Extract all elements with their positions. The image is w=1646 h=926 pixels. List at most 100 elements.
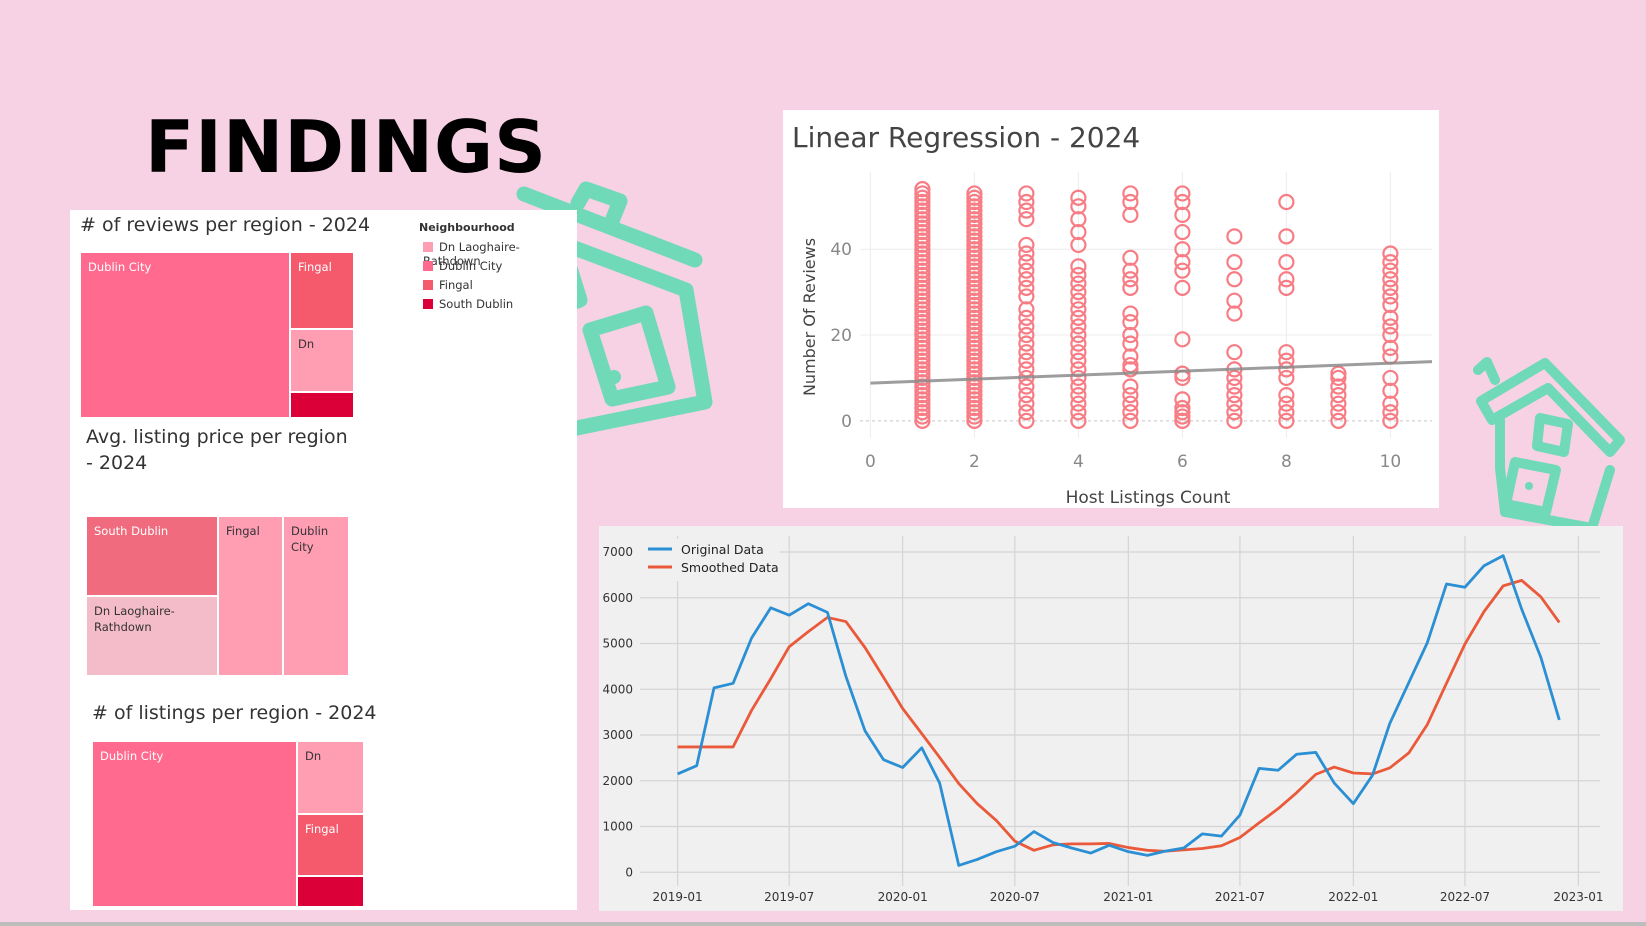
y-tick-label: 40 [830,240,852,260]
scatter-point [1070,386,1087,404]
x-tick-label: 2022-01 [1328,890,1378,904]
scatter-point [1174,185,1191,202]
scatter-point [966,361,983,378]
x-tick-label: 2019-07 [764,890,814,904]
scatter-point [1122,386,1139,404]
legend-swatch [423,280,433,290]
scatter-point [914,198,931,215]
x-tick-label: 10 [1380,452,1402,472]
scatter-point [1174,365,1191,382]
scatter-point [1226,412,1243,429]
scatter-point [1174,408,1191,425]
scatter-point [966,301,983,318]
bottom-border [0,922,1646,926]
legend-item[interactable]: Dn Laoghaire-Rathdown [423,240,577,268]
scatter-point [1018,412,1035,429]
scatter-point [1278,386,1295,404]
treemap-cell-dublin-city[interactable]: Dublin City [283,516,349,676]
scatter-point [1278,361,1295,378]
scatter-point [914,215,931,232]
treemap-cell-south-dublin[interactable] [290,392,354,418]
scatter-point [1070,223,1087,241]
scatter-point [966,228,983,245]
scatter-point [914,395,931,412]
scatter-point [914,189,931,206]
scatter-point [1122,185,1139,202]
scatter-point [914,275,931,292]
scatter-point [966,262,983,279]
scatter-point [966,249,983,266]
legend-item[interactable]: Fingal [423,278,473,292]
scatter-point [1122,348,1139,365]
scatter-point [1330,404,1347,421]
treemap-cell-south-dublin[interactable] [297,876,364,907]
scatter-point [1382,262,1399,279]
scatter-point [1226,378,1243,395]
scatter-point [1330,412,1347,429]
scatter-point [1122,412,1139,429]
y-tick-label: 2000 [602,774,633,788]
treemap-cell-south-dublin[interactable]: South Dublin [86,516,218,596]
scatter-point [1122,335,1139,352]
listings-treemap-title: # of listings per region - 2024 [92,702,377,724]
legend-label: Smoothed Data [681,560,779,575]
scatter-point [1018,326,1035,344]
scatter-point [1122,262,1139,279]
scatter-point [914,404,931,421]
scatter-point [1018,309,1035,326]
scatter-point [914,318,931,335]
scatter-point [966,305,983,322]
treemap-cell-dublin-city[interactable]: Dublin City [80,252,290,418]
scatter-point [1070,275,1087,292]
treemap-cell-fingal[interactable]: Fingal [218,516,283,676]
series-line [677,554,1561,867]
regression-panel [783,110,1439,508]
scatter-point [914,386,931,404]
scatter-point [1070,318,1087,335]
treemap-cell-dublin-city[interactable]: Dublin City [92,741,297,907]
scatter-point [1174,223,1191,241]
scatter-point [914,223,931,241]
scatter-point [1122,279,1139,296]
scatter-point [914,344,931,361]
scatter-point [1018,253,1035,271]
scatter-point [966,399,983,417]
scatter-point [1226,228,1243,245]
scatter-point [1174,262,1191,279]
legend-label: South Dublin [439,297,514,311]
legend-item[interactable]: South Dublin [423,297,513,311]
y-tick-label: 0 [841,412,852,432]
scatter-point [966,266,983,284]
scatter-point [1330,369,1347,387]
scatter-point [966,382,983,399]
scatter-point [966,198,983,215]
scatter-point [1278,193,1295,211]
scatter-point [914,361,931,378]
scatter-point [966,374,983,391]
scatter-point [966,253,983,271]
treemap-cell-dn-laoghaire-rathdown[interactable]: Dn Laoghaire-Rathdown [86,596,218,676]
legend-item[interactable]: Dublin City [423,259,502,273]
treemap-cell-dn[interactable]: Dn [290,329,354,392]
trend-line [870,360,1433,385]
scatter-point [1018,288,1035,305]
x-tick-label: 2022-07 [1440,890,1490,904]
scatter-point [966,404,983,421]
scatter-point [966,219,983,236]
legend-label: Dublin City [439,259,503,273]
scatter-point [1070,236,1087,254]
scatter-point [914,181,931,198]
scatter-point [1174,241,1191,258]
treemap-cell-fingal[interactable]: Fingal [297,814,364,876]
scatter-point [914,331,931,348]
y-tick-label: 20 [830,326,852,346]
treemap-cell-dn[interactable]: Dn [297,741,364,814]
scatter-point [1070,344,1087,361]
x-tick-label: 4 [1073,452,1084,472]
scatter-point [914,378,931,395]
treemap-cell-fingal[interactable]: Fingal [290,252,354,329]
scatter-point [966,335,983,352]
legend-label: Original Data [681,542,764,557]
